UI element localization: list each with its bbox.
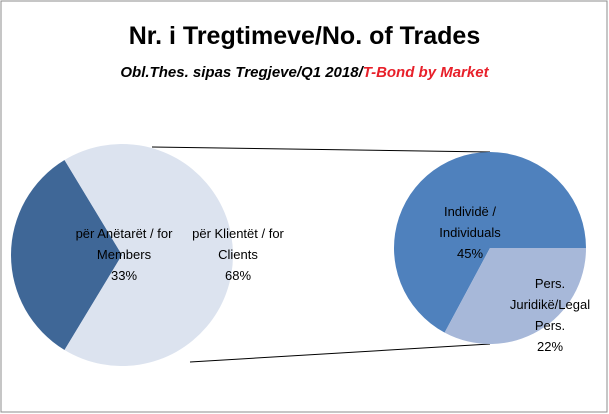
connector-line (189, 343, 491, 363)
subtitle: Obl.Thes. sipas Tregjeve/Q1 2018/ (120, 64, 363, 81)
subtitle-highlight: T-Bond by Market (362, 64, 489, 81)
data-label: Pers. Juridikë/Legal Pers. 22% (502, 273, 598, 357)
data-label: Individë / Individuals 45% (425, 201, 515, 264)
category-label: për Anëtarët / for Members (75, 225, 173, 262)
pie-slice (444, 248, 586, 345)
pie-slice (394, 152, 586, 333)
category-label: Pers. Juridikë/Legal Pers. (509, 276, 591, 333)
value-label: 45% (456, 245, 484, 261)
value-label: 68% (224, 267, 252, 283)
value-label: 33% (110, 267, 138, 283)
connector-line (151, 146, 491, 153)
category-label: për Klientët / for Clients (192, 225, 284, 262)
chart-subtitle: Obl.Thes. sipas Tregjeve/Q1 2018/T-Bond … (0, 64, 609, 81)
category-label: Individë / Individuals (439, 203, 501, 240)
chart-title: Nr. i Tregtimeve/No. of Trades (128, 22, 481, 50)
pie-slice (64, 144, 234, 367)
data-label: për Klientët / for Clients 68% (188, 223, 288, 286)
value-label: 22% (536, 339, 564, 354)
data-label: për Anëtarët / for Members 33% (74, 223, 174, 286)
pie-slice (10, 160, 122, 350)
